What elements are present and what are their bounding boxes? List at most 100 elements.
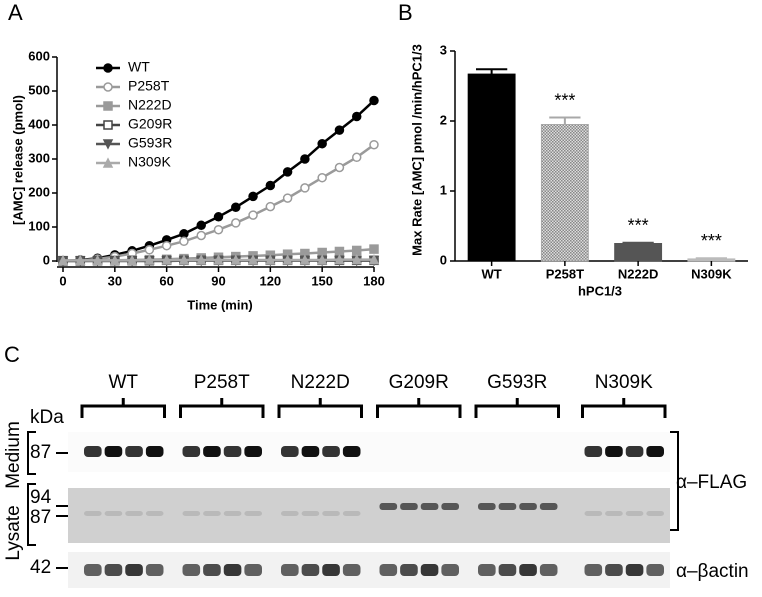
band — [203, 511, 221, 516]
band — [499, 503, 517, 510]
bar — [615, 244, 662, 262]
y-tick-label: 0 — [440, 252, 447, 267]
medium-label: Medium — [3, 421, 24, 489]
band — [105, 511, 123, 516]
marker — [284, 194, 292, 202]
marker — [353, 153, 361, 161]
marker — [266, 182, 274, 190]
y-axis-label: Max Rate [AMC] pmol /min/hPC1/3 — [409, 44, 424, 256]
significance-label: *** — [628, 216, 649, 236]
y-tick-label: 600 — [28, 48, 50, 63]
band — [343, 564, 361, 576]
band — [302, 511, 320, 516]
kda-label: kDa — [30, 407, 64, 428]
band — [585, 564, 603, 576]
legend-marker — [104, 64, 112, 72]
kda-marker: 94 — [30, 487, 52, 508]
marker — [249, 192, 257, 200]
marker — [197, 221, 205, 229]
band — [441, 503, 459, 510]
band — [125, 446, 143, 457]
group-label: P258T — [194, 372, 250, 393]
x-tick-label: 60 — [159, 273, 173, 288]
y-tick-label: 500 — [28, 82, 50, 97]
kda-marker: 87 — [30, 442, 51, 463]
band — [146, 446, 164, 457]
marker — [215, 213, 223, 221]
band — [626, 564, 644, 576]
marker — [318, 174, 326, 182]
band — [302, 564, 320, 576]
y-axis-label: [AMC] release (pmol) — [10, 95, 25, 225]
marker — [180, 237, 188, 245]
bar — [541, 125, 588, 262]
band — [281, 564, 299, 576]
band — [646, 564, 664, 576]
marker — [370, 245, 378, 253]
marker — [370, 97, 378, 105]
marker — [335, 126, 343, 134]
band — [84, 511, 102, 516]
band — [203, 446, 221, 457]
band — [281, 446, 299, 457]
legend-label: P258T — [128, 78, 170, 94]
group-bracket — [82, 398, 165, 418]
band — [421, 503, 439, 510]
band — [125, 511, 143, 516]
legend-label: N309K — [128, 154, 171, 170]
band — [499, 564, 517, 576]
y-tick-label: 200 — [28, 184, 50, 199]
band — [380, 503, 398, 510]
marker — [215, 226, 223, 234]
band — [244, 564, 262, 576]
y-tick-label: 3 — [440, 42, 447, 57]
band — [322, 564, 340, 576]
marker — [301, 184, 309, 192]
y-tick-label: 300 — [28, 150, 50, 165]
band — [203, 564, 221, 576]
kda-marker: 42 — [30, 557, 51, 578]
y-tick-label: 100 — [28, 218, 50, 233]
marker — [353, 246, 361, 254]
significance-label: *** — [554, 90, 575, 110]
group-label: G209R — [389, 372, 449, 393]
error-bar — [476, 69, 507, 74]
marker — [232, 219, 240, 227]
legend-marker — [104, 121, 112, 129]
band — [605, 446, 623, 457]
band — [105, 564, 123, 576]
band — [302, 446, 320, 457]
legend-label: G593R — [128, 135, 172, 151]
band — [105, 446, 123, 457]
x-tick-label: 0 — [59, 273, 66, 288]
band — [585, 446, 603, 457]
x-tick-label: N309K — [691, 266, 732, 281]
band — [183, 446, 201, 457]
y-tick-label: 2 — [440, 112, 447, 127]
group-label: G593R — [487, 372, 547, 393]
band — [540, 503, 558, 510]
marker — [353, 113, 361, 121]
y-tick-label: 1 — [440, 182, 447, 197]
error-bar — [622, 243, 653, 244]
panel-label: C — [4, 342, 20, 367]
group-bracket — [583, 398, 666, 418]
band — [84, 564, 102, 576]
x-tick-label: WT — [482, 266, 502, 281]
band — [400, 564, 418, 576]
marker — [197, 232, 205, 240]
x-tick-label: P258T — [546, 266, 584, 281]
band — [646, 446, 664, 457]
legend-label: WT — [128, 59, 150, 75]
significance-label: *** — [701, 231, 722, 251]
group-label: N309K — [595, 372, 653, 393]
x-tick-label: 180 — [363, 273, 385, 288]
group-bracket — [378, 398, 461, 418]
marker — [301, 155, 309, 163]
band — [146, 564, 164, 576]
marker — [318, 140, 326, 148]
legend-marker — [104, 159, 112, 167]
band — [322, 446, 340, 457]
error-bar — [549, 118, 580, 125]
